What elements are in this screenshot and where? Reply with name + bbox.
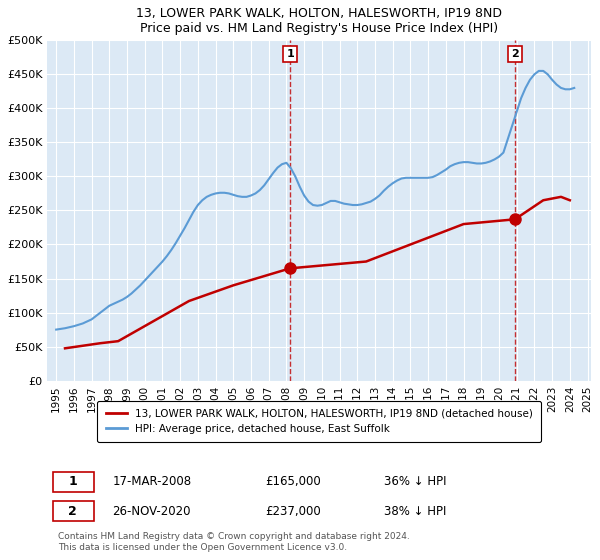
Text: 17-MAR-2008: 17-MAR-2008 bbox=[113, 475, 191, 488]
Legend: 13, LOWER PARK WALK, HOLTON, HALESWORTH, IP19 8ND (detached house), HPI: Average: 13, LOWER PARK WALK, HOLTON, HALESWORTH,… bbox=[97, 400, 541, 442]
Text: 36% ↓ HPI: 36% ↓ HPI bbox=[385, 475, 447, 488]
Text: £165,000: £165,000 bbox=[265, 475, 320, 488]
Text: Contains HM Land Registry data © Crown copyright and database right 2024.
This d: Contains HM Land Registry data © Crown c… bbox=[58, 533, 410, 552]
Text: 1: 1 bbox=[68, 475, 77, 488]
FancyBboxPatch shape bbox=[53, 472, 94, 492]
Text: 2: 2 bbox=[511, 49, 519, 59]
Text: 2: 2 bbox=[68, 505, 77, 517]
Text: 1: 1 bbox=[286, 49, 294, 59]
Text: 26-NOV-2020: 26-NOV-2020 bbox=[113, 505, 191, 517]
Text: 38% ↓ HPI: 38% ↓ HPI bbox=[385, 505, 447, 517]
Text: £237,000: £237,000 bbox=[265, 505, 320, 517]
FancyBboxPatch shape bbox=[53, 501, 94, 521]
Title: 13, LOWER PARK WALK, HOLTON, HALESWORTH, IP19 8ND
Price paid vs. HM Land Registr: 13, LOWER PARK WALK, HOLTON, HALESWORTH,… bbox=[136, 7, 502, 35]
